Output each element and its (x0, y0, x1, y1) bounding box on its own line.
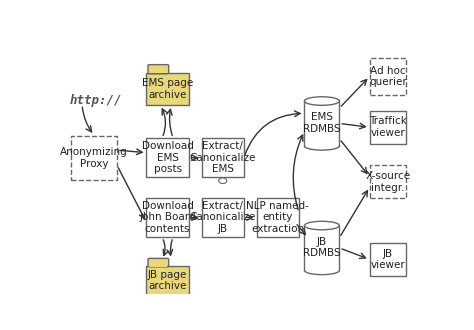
Bar (149, 265, 167, 267)
Bar (71, 136, 117, 180)
FancyBboxPatch shape (148, 65, 169, 74)
Bar (370, 243, 406, 276)
Bar (146, 266, 189, 295)
Ellipse shape (304, 97, 339, 105)
Text: Anonymizing
Proxy: Anonymizing Proxy (60, 147, 128, 169)
Text: EMS page
archive: EMS page archive (142, 78, 193, 100)
Text: Extract/
Canonicalize
EMS: Extract/ Canonicalize EMS (190, 141, 256, 174)
Text: EMS
RDMBS: EMS RDMBS (303, 112, 341, 134)
Text: Extract/
Canonicalize
JB: Extract/ Canonicalize JB (190, 201, 256, 234)
Ellipse shape (304, 221, 339, 230)
Bar (146, 198, 189, 237)
Bar (370, 58, 406, 95)
Circle shape (219, 178, 227, 183)
Bar (201, 198, 244, 237)
Bar (370, 111, 406, 144)
Text: JB
viewer: JB viewer (371, 248, 405, 270)
Text: Download
John Board
contents: Download John Board contents (139, 201, 196, 234)
Text: Ad hoc
querier: Ad hoc querier (369, 66, 407, 87)
Bar (257, 198, 299, 237)
Text: JB
RDMBS: JB RDMBS (303, 237, 341, 258)
Bar (201, 138, 244, 178)
Text: JB page
archive: JB page archive (148, 270, 187, 291)
Bar (370, 165, 406, 198)
Bar (304, 101, 339, 146)
Text: Download
EMS
posts: Download EMS posts (142, 141, 193, 174)
Bar (149, 72, 167, 74)
Text: Traffick
viewer: Traffick viewer (369, 116, 407, 138)
Bar (304, 225, 339, 270)
Bar (146, 138, 189, 178)
FancyBboxPatch shape (148, 258, 169, 267)
Bar (146, 73, 189, 105)
Text: http://: http:// (70, 94, 122, 107)
Text: X-source
integr.: X-source integr. (365, 171, 410, 193)
Text: NLP named-
entity
extraction: NLP named- entity extraction (246, 201, 309, 234)
